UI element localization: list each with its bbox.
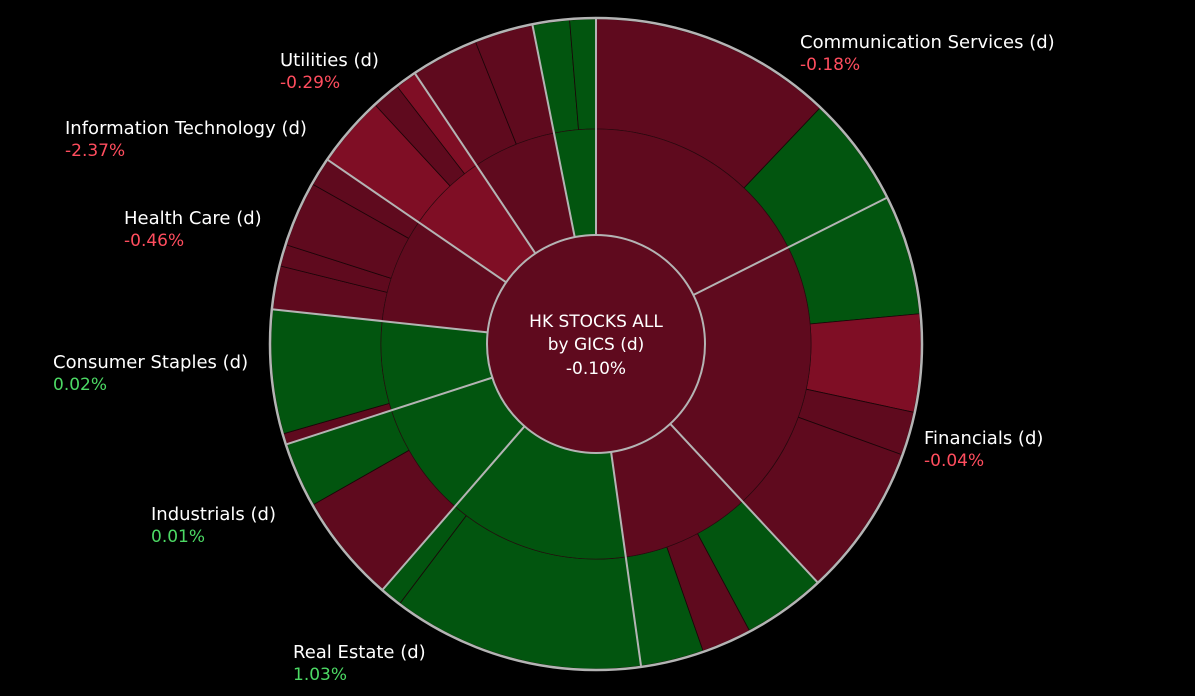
callout-industrials[interactable]: Industrials (d) 0.01% [151,504,276,547]
center-total-change: -0.10% [566,359,626,379]
callout-name: Real Estate (d) [293,642,426,663]
callout-change: 0.02% [53,375,107,395]
callout-name: Utilities (d) [280,50,379,71]
callout-real-estate[interactable]: Real Estate (d) 1.03% [293,642,426,685]
callout-change: -2.37% [65,141,125,161]
outer-ring [270,18,922,670]
separator-industrials [382,425,526,591]
callout-name: Information Technology (d) [65,118,307,139]
outer-border [268,16,924,672]
separator-consumer-staples [286,376,493,446]
separator-real-estate [610,451,643,667]
sector-separators [272,19,887,667]
callout-name: Industrials (d) [151,504,276,525]
separator-utilities [414,73,537,254]
inner-ring [380,128,812,560]
callout-health-care[interactable]: Health Care (d) -0.46% [124,208,262,251]
callout-consumer-staples[interactable]: Consumer Staples (d) 0.02% [53,352,248,395]
callout-name: Financials (d) [924,428,1043,449]
callout-utilities[interactable]: Utilities (d) -0.29% [280,50,379,93]
callout-change: -0.04% [924,451,984,471]
callout-name: Consumer Staples (d) [53,352,248,373]
center-title: HK STOCKS ALL [529,312,663,332]
callout-change: 1.03% [293,665,347,685]
separator-financials [692,197,887,296]
separator-health-care [272,308,488,334]
separator-consumer-discretionary [669,423,819,583]
callout-change: -0.18% [800,55,860,75]
separator-energy [531,25,576,238]
callout-information-technology[interactable]: Information Technology (d) -2.37% [65,118,307,161]
callout-name: Communication Services (d) [800,32,1055,53]
separator-information-technology [327,159,507,284]
callout-communication-services[interactable]: Communication Services (d) -0.18% [800,32,1055,75]
center-disc[interactable] [486,234,706,454]
callout-financials[interactable]: Financials (d) -0.04% [924,428,1043,471]
callout-change: -0.46% [124,231,184,251]
center-subtitle: by GICS (d) [548,335,645,355]
callout-change: -0.29% [280,73,340,93]
callout-name: Health Care (d) [124,208,262,229]
callout-change: 0.01% [151,527,205,547]
